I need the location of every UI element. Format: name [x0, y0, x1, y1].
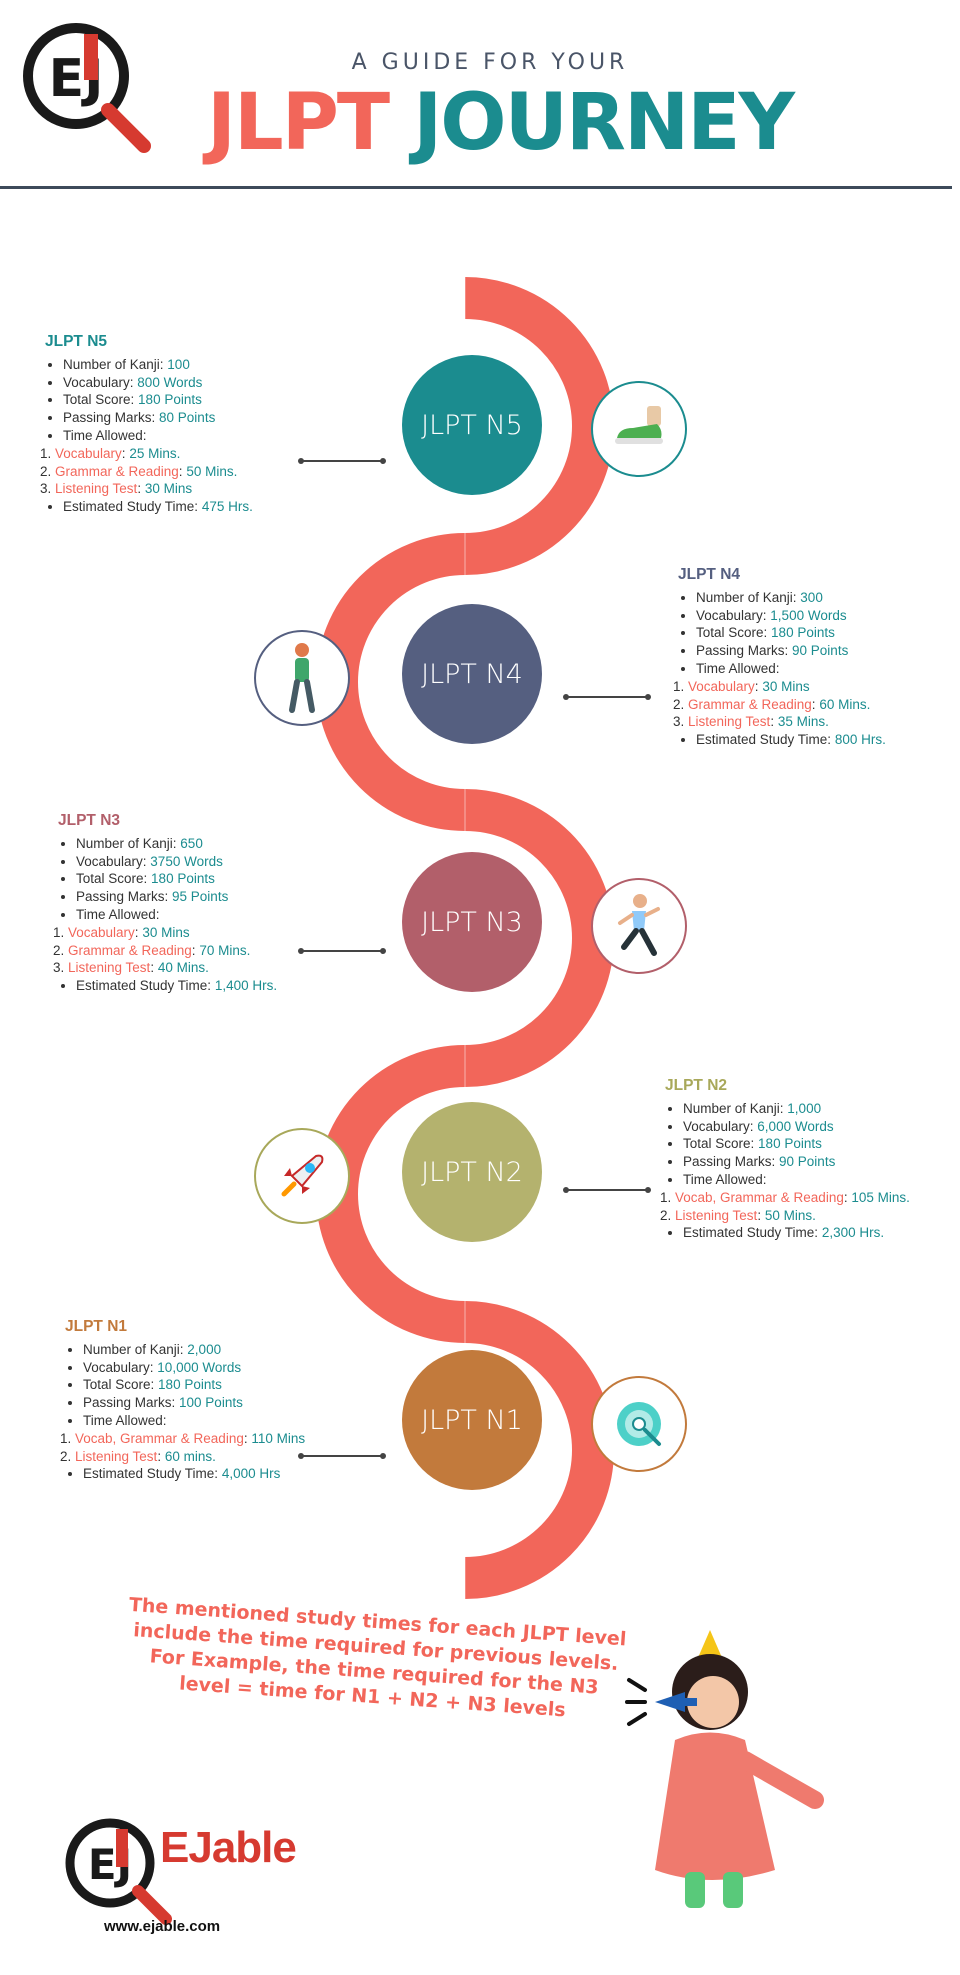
section-item: Vocab, Grammar & Reading: 110 Mins	[75, 1430, 345, 1448]
section-item: Listening Test: 60 mins.	[75, 1448, 345, 1466]
time-allowed: Time Allowed: Vocab, Grammar & Reading: …	[675, 1171, 955, 1224]
study-time: Estimated Study Time: 800 Hrs.	[696, 731, 948, 749]
total-score: Total Score: 180 Points	[76, 870, 318, 888]
vocabulary-count: Vocabulary: 3750 Words	[76, 853, 318, 871]
time-allowed: Time Allowed: Vocab, Grammar & Reading: …	[75, 1412, 345, 1465]
connector-n1	[298, 1453, 386, 1459]
section-item: Listening Test: 30 Mins	[55, 480, 305, 498]
running-person-icon	[618, 894, 660, 956]
info-list-n1: Number of Kanji: 2,000 Vocabulary: 10,00…	[65, 1341, 345, 1483]
walking-person-icon	[289, 643, 315, 713]
time-allowed: Time Allowed: Vocabulary: 25 Mins. Gramm…	[55, 427, 305, 498]
passing-marks: Passing Marks: 90 Points	[683, 1153, 955, 1171]
time-allowed: Time Allowed: Vocabulary: 30 Mins Gramma…	[68, 906, 318, 977]
page-subtitle: A GUIDE FOR YOUR	[351, 50, 629, 75]
connector-n4	[563, 694, 651, 700]
study-time: Estimated Study Time: 1,400 Hrs.	[76, 977, 318, 995]
time-allowed: Time Allowed: Vocabulary: 30 Mins Gramma…	[688, 660, 948, 731]
section-item: Grammar & Reading: 50 Mins.	[55, 463, 305, 481]
section-item: Vocabulary: 25 Mins.	[55, 445, 305, 463]
section-item: Vocabulary: 30 Mins	[688, 678, 948, 696]
total-score: Total Score: 180 Points	[83, 1376, 345, 1394]
info-heading-n2: JLPT N2	[665, 1077, 728, 1094]
section-item: Listening Test: 40 Mins.	[68, 959, 318, 977]
level-circle-n2[interactable]: JLPT N2	[402, 1102, 542, 1242]
vocabulary-count: Vocabulary: 10,000 Words	[83, 1359, 345, 1377]
title-journey: JOURNEY	[413, 78, 795, 168]
kanji-count: Number of Kanji: 1,000	[683, 1100, 955, 1118]
level-circle-n3[interactable]: JLPT N3	[402, 852, 542, 992]
section-item: Listening Test: 50 Mins.	[675, 1207, 955, 1225]
title-jlpt: JLPT	[206, 78, 390, 168]
section-item: Grammar & Reading: 70 Mins.	[68, 942, 318, 960]
kanji-count: Number of Kanji: 300	[696, 589, 948, 607]
info-block-n4: JLPT N4 Number of Kanji: 300 Vocabulary:…	[678, 566, 948, 749]
info-heading-n3: JLPT N3	[58, 812, 121, 829]
section-item: Vocabulary: 30 Mins	[68, 924, 318, 942]
header: EJ A GUIDE FOR YOUR JLPT JOURNEY	[0, 0, 960, 190]
section-list: Vocab, Grammar & Reading: 105 Mins. List…	[665, 1189, 955, 1225]
section-item: Listening Test: 35 Mins.	[688, 713, 948, 731]
brand-name: EJable	[160, 1823, 297, 1872]
icon-ring-n5	[591, 381, 687, 477]
total-score: Total Score: 180 Points	[683, 1135, 955, 1153]
vocabulary-count: Vocabulary: 6,000 Words	[683, 1118, 955, 1136]
icon-ring-n4	[254, 630, 350, 726]
journey-path-arc-5	[464, 1301, 614, 1599]
level-circle-n4[interactable]: JLPT N4	[402, 604, 542, 744]
page-title: JLPT JOURNEY	[180, 78, 820, 168]
connector-n5	[298, 458, 386, 464]
info-heading-n4: JLPT N4	[678, 566, 741, 583]
info-list-n5: Number of Kanji: 100 Vocabulary: 800 Wor…	[45, 356, 305, 516]
study-time: Estimated Study Time: 4,000 Hrs	[83, 1465, 345, 1483]
passing-marks: Passing Marks: 90 Points	[696, 642, 948, 660]
passing-marks: Passing Marks: 80 Points	[63, 409, 305, 427]
info-block-n3: JLPT N3 Number of Kanji: 650 Vocabulary:…	[58, 812, 318, 995]
girl-with-party-horn-icon	[625, 1630, 824, 1908]
kanji-count: Number of Kanji: 2,000	[83, 1341, 345, 1359]
ejable-logo-icon[interactable]: EJ	[16, 18, 151, 153]
sneaker-icon	[615, 406, 663, 444]
info-block-n5: JLPT N5 Number of Kanji: 100 Vocabulary:…	[45, 333, 305, 516]
kanji-count: Number of Kanji: 650	[76, 835, 318, 853]
connector-n2	[563, 1187, 651, 1193]
vocabulary-count: Vocabulary: 1,500 Words	[696, 607, 948, 625]
ejable-footer-logo-icon[interactable]: EJ	[62, 1815, 172, 1925]
level-circle-n5[interactable]: JLPT N5	[402, 355, 542, 495]
icon-ring-n2	[254, 1128, 350, 1224]
info-list-n2: Number of Kanji: 1,000 Vocabulary: 6,000…	[665, 1100, 955, 1242]
icon-ring-n1	[591, 1376, 687, 1472]
section-list: Vocab, Grammar & Reading: 110 Mins Liste…	[65, 1430, 345, 1466]
section-item: Vocab, Grammar & Reading: 105 Mins.	[675, 1189, 955, 1207]
info-block-n2: JLPT N2 Number of Kanji: 1,000 Vocabular…	[665, 1077, 955, 1242]
connector-n3	[298, 948, 386, 954]
header-divider	[0, 186, 952, 189]
section-list: Vocabulary: 30 Mins Grammar & Reading: 6…	[678, 678, 948, 731]
info-list-n3: Number of Kanji: 650 Vocabulary: 3750 Wo…	[58, 835, 318, 995]
passing-marks: Passing Marks: 100 Points	[83, 1394, 345, 1412]
info-heading-n5: JLPT N5	[45, 333, 108, 350]
kanji-count: Number of Kanji: 100	[63, 356, 305, 374]
rocket-icon	[281, 1154, 324, 1197]
website-url[interactable]: www.ejable.com	[104, 1918, 221, 1935]
section-list: Vocabulary: 25 Mins. Grammar & Reading: …	[45, 445, 305, 498]
passing-marks: Passing Marks: 95 Points	[76, 888, 318, 906]
icon-ring-n3	[591, 878, 687, 974]
section-list: Vocabulary: 30 Mins Grammar & Reading: 7…	[58, 924, 318, 977]
total-score: Total Score: 180 Points	[63, 391, 305, 409]
info-list-n4: Number of Kanji: 300 Vocabulary: 1,500 W…	[678, 589, 948, 749]
vocabulary-count: Vocabulary: 800 Words	[63, 374, 305, 392]
info-heading-n1: JLPT N1	[65, 1318, 128, 1335]
target-icon	[617, 1402, 661, 1446]
section-item: Grammar & Reading: 60 Mins.	[688, 696, 948, 714]
total-score: Total Score: 180 Points	[696, 624, 948, 642]
study-time: Estimated Study Time: 475 Hrs.	[63, 498, 305, 516]
level-circle-n1[interactable]: JLPT N1	[402, 1350, 542, 1490]
study-time: Estimated Study Time: 2,300 Hrs.	[683, 1224, 955, 1242]
info-block-n1: JLPT N1 Number of Kanji: 2,000 Vocabular…	[65, 1318, 345, 1483]
